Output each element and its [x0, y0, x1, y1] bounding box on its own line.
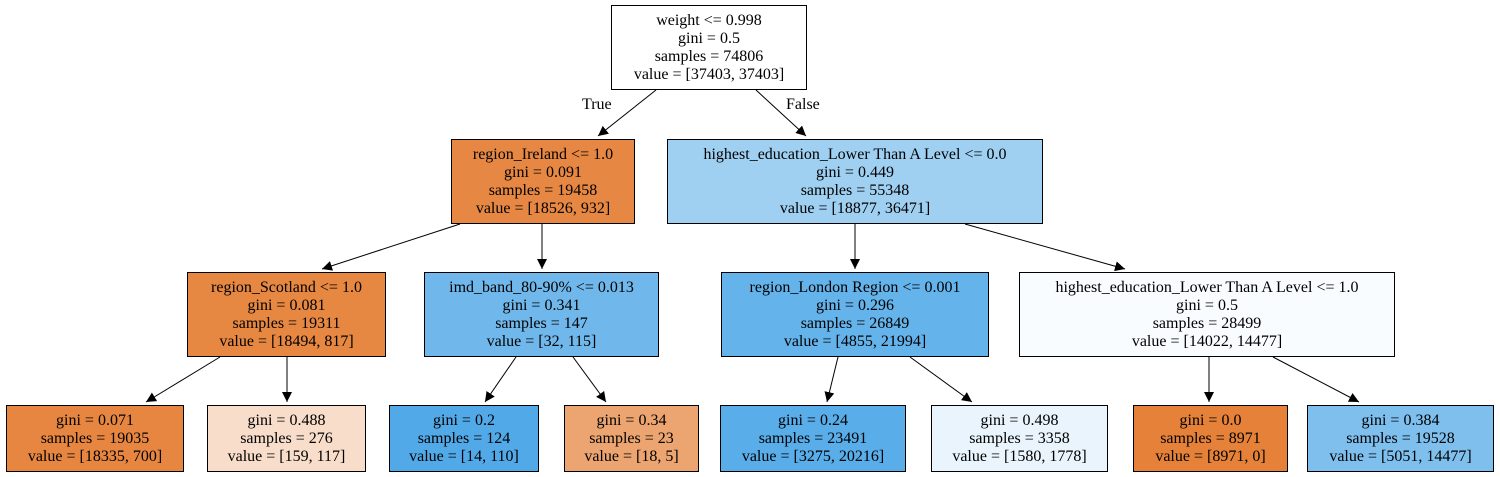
node-text-line: imd_band_80-90% <= 0.013	[449, 278, 634, 296]
tree-node-n12: gini = 0.498 samples = 3358 value = [1580,…	[931, 405, 1108, 472]
tree-node-n3: region_Scotland <= 1.0 gini = 0.081 sample…	[187, 272, 386, 357]
node-text-line: value = [18494, 817]	[219, 332, 354, 350]
tree-node-n0: weight <= 0.998 gini = 0.5 samples = 74806…	[611, 5, 807, 90]
node-text-line: gini = 0.071	[56, 411, 134, 429]
node-text-line: gini = 0.24	[778, 411, 848, 429]
node-text-line: gini = 0.341	[502, 296, 581, 314]
node-text-line: value = [18, 5]	[584, 447, 679, 465]
edge-n0-n1	[597, 89, 657, 137]
node-text-line: gini = 0.0	[1179, 411, 1242, 429]
node-text-line: samples = 276	[240, 429, 333, 447]
node-text-line: highest_education_Lower Than A Level <= …	[1055, 278, 1359, 296]
tree-node-n10: gini = 0.34 samples = 23 value = [18, 5]	[564, 405, 699, 472]
edge-n0-n2	[755, 89, 807, 137]
node-text-line: samples = 124	[417, 429, 511, 447]
node-text-line: value = [18335, 700]	[27, 447, 163, 465]
node-text-line: samples = 74806	[654, 47, 764, 65]
node-text-line: samples = 19311	[232, 314, 341, 332]
node-text-line: value = [5051, 14477]	[1329, 447, 1472, 465]
node-text-line: gini = 0.384	[1361, 411, 1440, 429]
node-text-line: value = [159, 117]	[227, 447, 346, 465]
edge-n4-n9	[484, 356, 517, 403]
node-text-line: value = [8971, 0]	[1155, 447, 1266, 465]
node-text-line: value = [18526, 932]	[475, 199, 611, 217]
node-text-line: gini = 0.488	[247, 411, 326, 429]
tree-node-n8: gini = 0.488 samples = 276 value = [159, 1…	[207, 405, 366, 472]
node-text-line: value = [37403, 37403]	[633, 65, 785, 83]
node-text-line: samples = 23491	[758, 429, 868, 447]
node-text-line: value = [4855, 21994]	[783, 332, 927, 350]
tree-node-n11: gini = 0.24 samples = 23491 value = [3275,…	[720, 405, 906, 472]
node-text-line: gini = 0.091	[504, 163, 582, 181]
edge-label-false: False	[786, 96, 820, 113]
node-text-line: region_Scotland <= 1.0	[211, 278, 362, 296]
node-text-line: gini = 0.449	[816, 163, 894, 181]
tree-node-n4: imd_band_80-90% <= 0.013 gini = 0.341 samp…	[424, 272, 659, 357]
node-text-line: samples = 23	[589, 429, 674, 447]
node-text-line: value = [18877, 36471]	[779, 199, 931, 217]
node-text-line: gini = 0.296	[816, 296, 894, 314]
node-text-line: samples = 19035	[40, 429, 150, 447]
edge-n2-n6	[964, 223, 1126, 272]
node-text-line: gini = 0.081	[247, 296, 326, 314]
node-text-line: value = [32, 115]	[486, 332, 597, 350]
tree-node-n1: region_Ireland <= 1.0 gini = 0.091 samples…	[451, 139, 635, 224]
tree-node-n9: gini = 0.2 samples = 124 value = [14, 110]	[389, 405, 539, 472]
node-text-line: gini = 0.5	[678, 29, 740, 47]
node-text-line: value = [14, 110]	[409, 447, 519, 465]
node-text-line: region_London Region <= 0.001	[749, 278, 961, 296]
node-text-line: weight <= 0.998	[656, 11, 762, 29]
tree-node-n7: gini = 0.071 samples = 19035 value = [1833…	[6, 405, 184, 472]
node-text-line: samples = 28499	[1152, 314, 1262, 332]
tree-node-n13: gini = 0.0 samples = 8971 value = [8971, 0…	[1133, 405, 1288, 472]
edge-n3-n7	[145, 356, 221, 403]
node-text-line: gini = 0.5	[1176, 296, 1238, 314]
edge-label-true: True	[582, 96, 612, 113]
node-text-line: gini = 0.498	[980, 411, 1059, 429]
node-text-line: region_Ireland <= 1.0	[472, 145, 614, 163]
node-text-line: samples = 19458	[488, 181, 598, 199]
node-text-line: gini = 0.34	[596, 411, 667, 429]
node-text-line: gini = 0.2	[433, 411, 495, 429]
node-text-line: value = [14022, 14477]	[1131, 332, 1283, 350]
tree-node-n5: region_London Region <= 0.001 gini = 0.29…	[721, 272, 989, 357]
node-text-line: value = [3275, 20216]	[741, 447, 885, 465]
edge-n6-n14	[1272, 356, 1360, 403]
edge-n1-n3	[321, 223, 461, 271]
edge-n5-n11	[824, 356, 839, 403]
tree-node-n2: highest_education_Lower Than A Level <= …	[667, 139, 1043, 224]
tree-node-n6: highest_education_Lower Than A Level <= …	[1019, 272, 1395, 357]
node-text-line: samples = 55348	[800, 181, 910, 199]
node-text-line: samples = 26849	[800, 314, 910, 332]
node-text-line: samples = 19528	[1346, 429, 1455, 447]
node-text-line: samples = 3358	[969, 429, 1070, 447]
node-text-line: highest_education_Lower Than A Level <= …	[703, 145, 1007, 163]
tree-node-n14: gini = 0.384 samples = 19528 value = [5051…	[1307, 405, 1494, 472]
node-text-line: samples = 8971	[1160, 429, 1261, 447]
edge-n4-n10	[572, 356, 607, 403]
node-text-line: samples = 147	[495, 314, 588, 332]
node-text-line: value = [1580, 1778]	[952, 447, 1087, 465]
edge-n5-n12	[909, 356, 973, 403]
